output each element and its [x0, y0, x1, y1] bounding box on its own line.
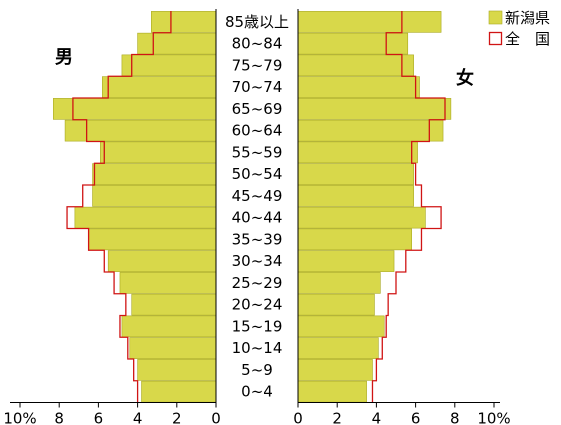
legend-swatch-prefecture	[488, 10, 503, 25]
national-female-line	[371, 11, 446, 403]
male-tick-label-3: 4	[133, 410, 143, 425]
bar-female-6	[297, 141, 418, 164]
national-male-line	[66, 11, 172, 403]
age-label-5: 60~64	[232, 122, 283, 140]
age-label-14: 15~19	[232, 317, 283, 335]
bar-female-17	[297, 380, 367, 403]
bar-male-1	[137, 32, 217, 55]
legend-swatch-national	[488, 31, 503, 46]
age-label-0: 85歳以上	[225, 13, 289, 31]
bar-male-3	[102, 76, 217, 98]
bar-female-11	[297, 250, 395, 272]
bar-female-12	[297, 272, 381, 294]
bar-male-11	[107, 250, 217, 272]
female-tick-label-5: 10%	[477, 410, 510, 425]
bar-female-5	[297, 119, 444, 142]
male-bars	[53, 11, 217, 403]
bar-male-16	[137, 359, 217, 381]
male-tick-label-4: 2	[172, 410, 182, 425]
bar-male-17	[141, 380, 217, 403]
male-tick-label-2: 6	[94, 410, 104, 425]
age-label-11: 30~34	[232, 252, 283, 270]
bar-male-14	[121, 315, 217, 338]
bar-female-3	[297, 76, 420, 98]
age-label-7: 50~54	[232, 165, 283, 183]
bar-female-8	[297, 185, 414, 207]
legend-label-national: 全 国	[505, 30, 550, 48]
bar-male-15	[129, 337, 217, 359]
age-label-4: 65~69	[232, 100, 283, 118]
bar-male-6	[100, 141, 217, 164]
bar-female-1	[297, 32, 409, 55]
male-national-outline	[66, 11, 172, 403]
bar-male-9	[74, 206, 217, 229]
bar-male-13	[131, 293, 217, 316]
bar-female-2	[297, 54, 414, 77]
legend: 新潟県 全 国	[488, 9, 550, 48]
age-label-15: 10~14	[232, 339, 283, 357]
female-national-outline	[371, 11, 446, 403]
bar-male-2	[121, 54, 217, 77]
bar-female-10	[297, 228, 412, 251]
female-tick-label-3: 6	[411, 410, 421, 425]
female-bars	[297, 11, 452, 403]
axes: 10% 8 6 4 2 0 0 2 4 6 8 10%	[3, 9, 511, 425]
age-label-2: 75~79	[232, 56, 283, 74]
bar-female-0	[297, 11, 442, 33]
bar-male-0	[151, 11, 217, 33]
bar-male-12	[119, 272, 217, 294]
age-label-13: 20~24	[232, 296, 283, 314]
bar-female-15	[297, 337, 379, 359]
age-label-1: 80~84	[232, 35, 283, 53]
age-label-10: 35~39	[232, 230, 283, 248]
age-label-12: 25~29	[232, 274, 283, 292]
bar-female-4	[297, 98, 452, 120]
age-label-6: 55~59	[232, 143, 283, 161]
female-tick-label-1: 2	[332, 410, 342, 425]
bar-male-7	[92, 163, 217, 185]
female-label: 女	[456, 67, 474, 89]
male-tick-label-0: 10%	[3, 410, 36, 425]
age-label-9: 40~44	[232, 209, 283, 227]
bar-male-10	[88, 228, 217, 251]
female-tick-label-4: 8	[450, 410, 460, 425]
male-tick-label-1: 8	[54, 410, 64, 425]
bar-female-9	[297, 206, 426, 229]
male-tick-label-5: 0	[211, 410, 221, 425]
age-label-8: 45~49	[232, 187, 283, 205]
bar-male-4	[53, 98, 217, 120]
bar-female-7	[297, 163, 414, 185]
bar-male-8	[92, 185, 217, 207]
bar-female-14	[297, 315, 385, 338]
age-label-16: 5~9	[241, 361, 273, 379]
male-label: 男	[55, 47, 73, 68]
legend-label-prefecture: 新潟県	[505, 9, 550, 27]
bar-female-16	[297, 359, 373, 381]
bar-female-13	[297, 293, 375, 316]
age-group-labels: 85歳以上 80~84 75~79 70~74 65~69 60~64 55~59 50~54…	[225, 13, 289, 401]
age-label-17: 0~4	[241, 383, 273, 401]
age-label-3: 70~74	[232, 78, 283, 96]
female-tick-label-0: 0	[293, 410, 303, 425]
female-tick-label-2: 4	[372, 410, 382, 425]
bar-male-5	[64, 119, 217, 142]
